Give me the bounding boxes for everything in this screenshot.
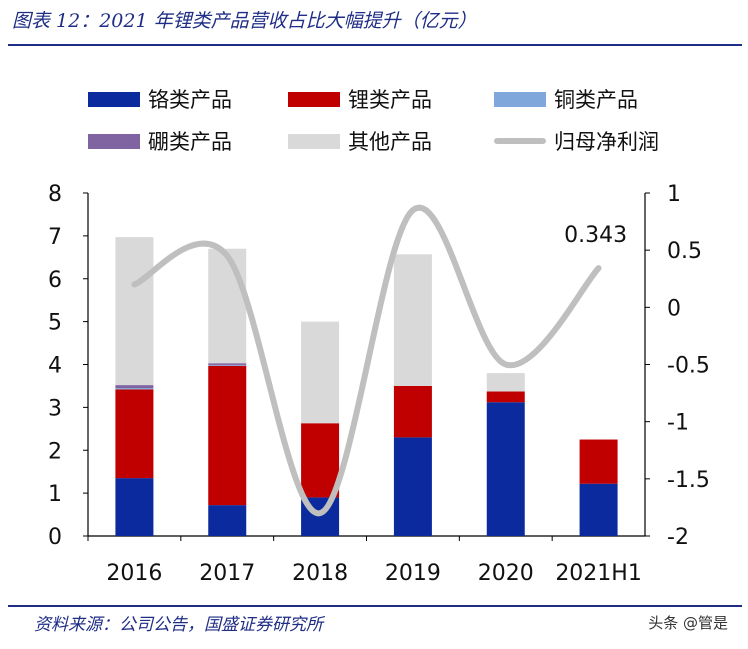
legend-label-net-profit: 归母净利润 (554, 130, 659, 154)
legend-label-boron: 硼类产品 (148, 130, 232, 154)
bar-segment (115, 385, 154, 389)
bar-segment (208, 248, 247, 364)
legend-swatch-chromium (88, 91, 140, 107)
bar-segment (486, 373, 525, 392)
x-tick-label: 2019 (385, 561, 441, 586)
y-left-tick-label: 2 (48, 439, 62, 464)
y-left-tick-label: 4 (48, 354, 62, 379)
legend-label-copper: 铜类产品 (554, 88, 638, 112)
bar-segment (393, 437, 432, 536)
chart-title: 图表 12：2021 年锂类产品营收占比大幅提升（亿元） (12, 10, 477, 32)
data-label-net-profit-2021h1: 0.343 (564, 223, 627, 248)
bar-segment (579, 439, 618, 484)
bar-segment (393, 254, 432, 386)
legend-item-lithium: 锂类产品 (288, 84, 432, 114)
legend-swatch-lithium (288, 91, 340, 107)
y-left-tick-label: 3 (48, 396, 62, 421)
bar-segment (393, 385, 432, 438)
bar-segment (486, 402, 525, 536)
source-note: 资料来源：公司公告，国盛证券研究所 (34, 615, 323, 635)
bar-segment (301, 423, 340, 498)
legend-line-net-profit (494, 138, 546, 144)
bar-segment (486, 391, 525, 403)
bar-segment (208, 365, 247, 506)
y-left-tick-label: 8 (48, 182, 62, 207)
y-right-tick-label: -1 (667, 411, 689, 436)
bar-segment (301, 321, 340, 424)
y-right-tick-label: -1.5 (667, 468, 710, 493)
legend-swatch-other (288, 133, 340, 149)
x-tick-label: 2021H1 (555, 561, 642, 586)
x-tick-label: 2016 (106, 561, 162, 586)
y-right-tick-label: 0 (667, 296, 681, 321)
y-left-tick-label: 5 (48, 311, 62, 336)
bar-segment (115, 388, 154, 390)
stacked-bar-line-chart: 0 1 2 3 4 5 6 7 8 -2 -1.5 -1 -0.5 0 0.5 1 2016 2017 2018 20… (48, 182, 710, 586)
legend-item-other: 其他产品 (288, 126, 432, 156)
y-left-tick-label: 6 (48, 268, 62, 293)
y-right-tick-label: 1 (667, 182, 681, 207)
y-left-tick-label: 7 (48, 225, 62, 250)
y-right-tick-label: 0.5 (667, 239, 702, 264)
y-right-tick-label: -0.5 (667, 354, 710, 379)
bar-segment (208, 364, 247, 366)
bar-segment (208, 505, 247, 536)
title-divider (8, 44, 742, 46)
y-left-tick-label: 1 (48, 482, 62, 507)
footer-divider (8, 605, 742, 607)
bar-segment (208, 363, 247, 365)
legend-swatch-copper (494, 91, 546, 107)
bar-segment (579, 483, 618, 536)
legend-item-chromium: 铬类产品 (88, 84, 232, 114)
bar-segment (115, 389, 154, 479)
y-right-tick-label: -2 (667, 525, 689, 550)
bar-segment (115, 478, 154, 536)
legend-label-chromium: 铬类产品 (148, 88, 232, 112)
legend-item-boron: 硼类产品 (88, 126, 232, 156)
x-tick-label: 2017 (199, 561, 255, 586)
legend-label-lithium: 锂类产品 (348, 88, 432, 112)
legend-label-other: 其他产品 (348, 130, 432, 154)
x-tick-label: 2020 (478, 561, 534, 586)
y-left-tick-label: 0 (48, 525, 62, 550)
legend-item-net-profit: 归母净利润 (494, 126, 659, 156)
net-profit-line (131, 204, 602, 517)
x-tick-label: 2018 (292, 561, 348, 586)
watermark: 头条 @管是 (648, 614, 728, 632)
bar-segment (115, 237, 154, 386)
legend-swatch-boron (88, 133, 140, 149)
legend-item-copper: 铜类产品 (494, 84, 638, 114)
